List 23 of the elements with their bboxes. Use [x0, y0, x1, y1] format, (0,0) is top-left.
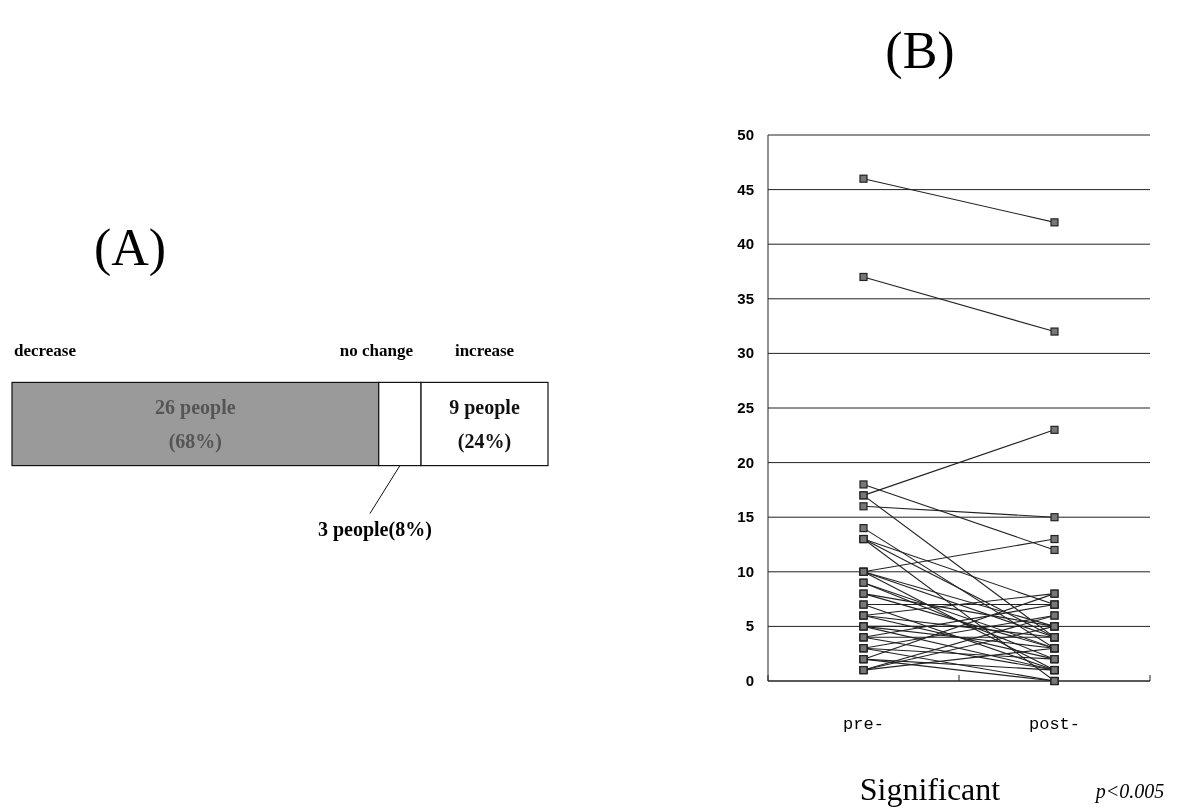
y-tick-label: 50	[737, 126, 754, 143]
series-label: decrease	[14, 341, 77, 361]
data-label: 26 people (68%)	[155, 396, 236, 453]
x-tick-label: post-	[1028, 715, 1081, 734]
y-tick-label: 20	[737, 453, 754, 471]
series-label: no change	[339, 341, 414, 361]
chart-title: (A)	[93, 219, 167, 277]
y-tick-label: 5	[745, 617, 754, 635]
y-tick-label: 40	[737, 235, 754, 253]
y-tick-label: 45	[737, 180, 754, 198]
y-tick-label: 35	[737, 289, 754, 307]
series-label: increase	[454, 341, 515, 361]
chart-title: (B)	[885, 22, 955, 80]
data-label: 9 people (24%)	[449, 396, 520, 453]
y-tick-label: 10	[737, 562, 754, 580]
data-label: 3 people(8%)	[317, 517, 432, 541]
y-tick-label: 0	[745, 672, 754, 689]
text: Significant	[859, 771, 1001, 807]
text: p<0.005	[1093, 780, 1165, 803]
x-tick-label: pre-	[843, 715, 884, 734]
y-tick-label: 15	[737, 508, 754, 526]
y-tick-label: 25	[737, 399, 754, 416]
y-tick-label: 30	[737, 344, 754, 362]
